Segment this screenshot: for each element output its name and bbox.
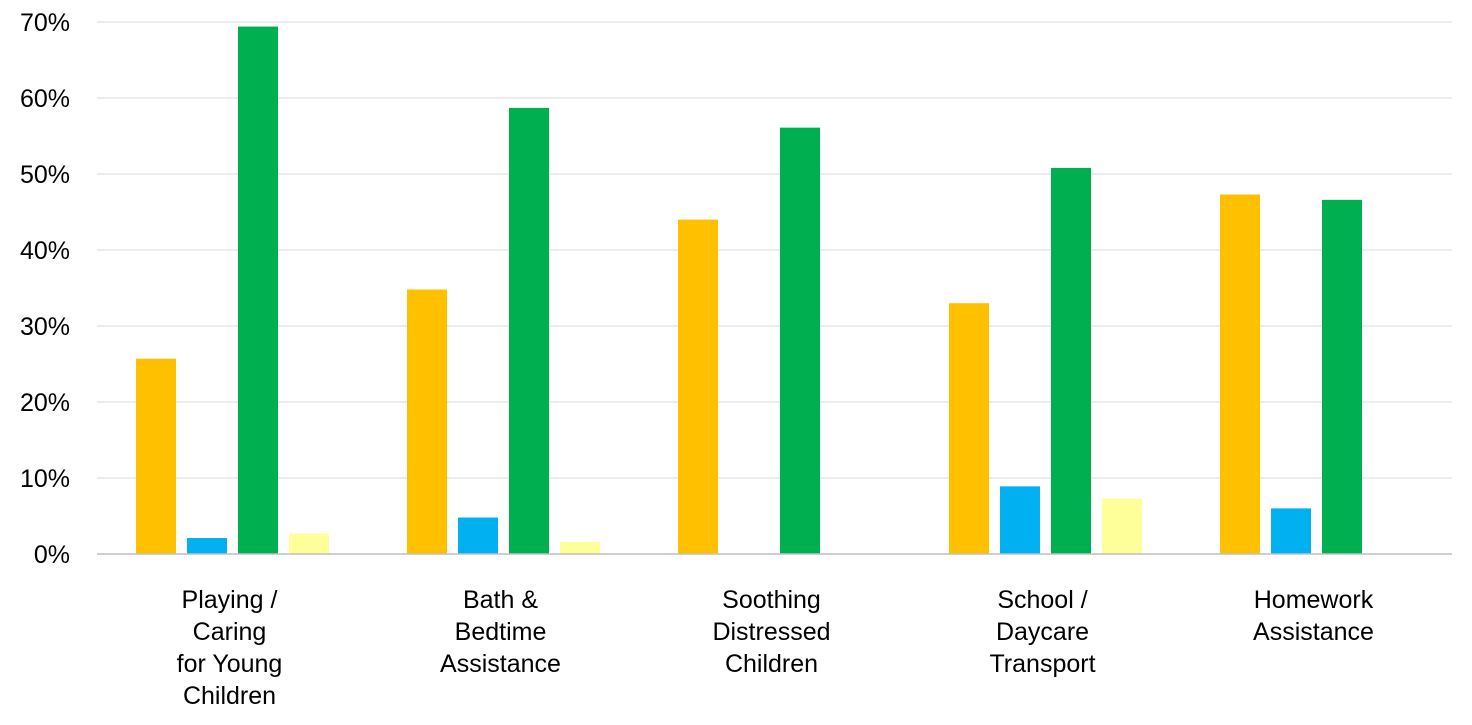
- category-label: School / Daycare Transport: [989, 586, 1095, 678]
- bar: [407, 289, 447, 554]
- y-tick-label: 50%: [20, 161, 70, 189]
- bar: [458, 517, 498, 554]
- bar: [1000, 486, 1040, 554]
- category-label-line: Assistance: [1253, 618, 1374, 646]
- bar: [1271, 508, 1311, 554]
- y-axis-tick-labels: 0% 10% 20% 30% 40% 50% 60% 70%: [20, 9, 70, 569]
- category-label-line: Bath &: [463, 586, 538, 614]
- category-label-line: Soothing: [722, 586, 821, 614]
- category-label-line: Distressed: [712, 618, 830, 646]
- x-axis-category-labels: Playing / Caring for Young Children Bath & Be…: [177, 586, 1374, 710]
- category-label-line: for Young: [177, 650, 283, 678]
- bars: [136, 26, 1362, 555]
- bar: [289, 533, 329, 554]
- category-label: Soothing Distressed Children: [712, 586, 830, 678]
- category-label: Bath & Bedtime Assistance: [440, 586, 561, 678]
- category-label-line: Transport: [989, 650, 1095, 678]
- y-tick-label: 20%: [20, 389, 70, 417]
- gridlines: [97, 21, 1452, 479]
- bar: [509, 107, 549, 554]
- bar: [780, 127, 820, 554]
- bar: [560, 541, 600, 554]
- category-label-line: Homework: [1254, 586, 1374, 614]
- y-tick-label: 10%: [20, 465, 70, 493]
- category-label-line: Children: [183, 682, 276, 710]
- bar: [949, 303, 989, 554]
- bar: [238, 26, 278, 555]
- category-label-line: Daycare: [996, 618, 1089, 646]
- category-label-line: Bedtime: [455, 618, 547, 646]
- y-tick-label: 70%: [20, 9, 70, 37]
- bar: [678, 219, 718, 554]
- category-label-line: Playing /: [182, 586, 278, 614]
- category-label-line: Children: [725, 650, 818, 678]
- category-label-line: Assistance: [440, 650, 561, 678]
- bar: [187, 538, 227, 554]
- category-label-line: Caring: [193, 618, 267, 646]
- bar: [1220, 194, 1260, 554]
- category-label-line: School /: [997, 586, 1087, 614]
- y-tick-label: 60%: [20, 85, 70, 113]
- bar: [1322, 199, 1362, 554]
- category-label: Playing / Caring for Young Children: [177, 586, 283, 710]
- y-tick-label: 0%: [34, 541, 70, 569]
- bar: [136, 358, 176, 554]
- y-tick-label: 30%: [20, 313, 70, 341]
- bar: [1051, 167, 1091, 555]
- category-label: Homework Assistance: [1253, 586, 1374, 646]
- y-tick-label: 40%: [20, 237, 70, 265]
- bar: [1102, 498, 1142, 554]
